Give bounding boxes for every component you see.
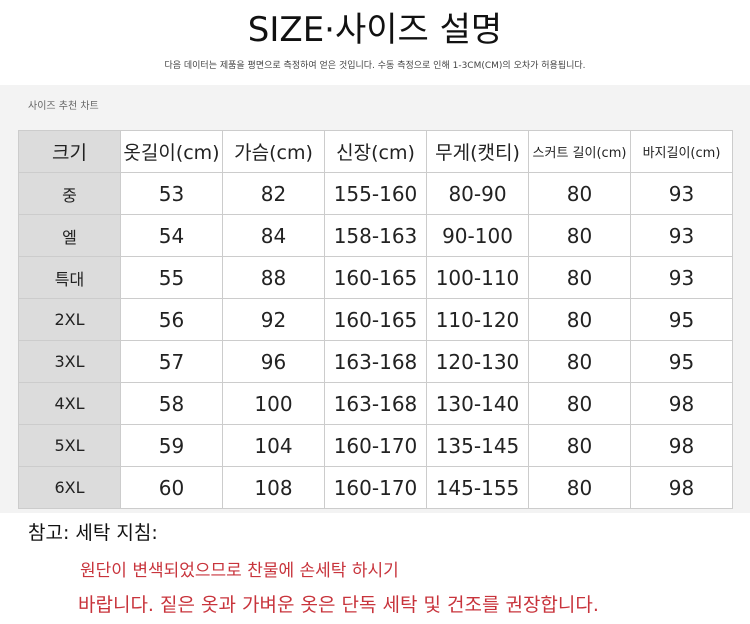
table-cell: 95 xyxy=(630,298,733,341)
table-cell: 108 xyxy=(222,466,325,509)
table-cell: 80 xyxy=(528,340,631,383)
table-row: 5XL 59 104 160-170 135-145 80 98 xyxy=(18,424,733,467)
table-cell: 160-170 xyxy=(324,466,427,509)
table-cell: 92 xyxy=(222,298,325,341)
table-row: 중 53 82 155-160 80-90 80 93 xyxy=(18,172,733,215)
table-cell: 93 xyxy=(630,256,733,299)
table-cell: 104 xyxy=(222,424,325,467)
table-cell: 96 xyxy=(222,340,325,383)
table-cell: 98 xyxy=(630,382,733,425)
table-row: 3XL 57 96 163-168 120-130 80 95 xyxy=(18,340,733,383)
table-cell: 57 xyxy=(120,340,223,383)
table-row: 6XL 60 108 160-170 145-155 80 98 xyxy=(18,466,733,509)
table-cell: 58 xyxy=(120,382,223,425)
table-cell: 93 xyxy=(630,172,733,215)
table-row: 특대 55 88 160-165 100-110 80 93 xyxy=(18,256,733,299)
table-cell: 93 xyxy=(630,214,733,257)
subtitle: 다음 데이터는 제품을 평면으로 측정하여 얻은 것입니다. 수동 측정으로 인… xyxy=(164,61,586,71)
table-cell: 160-165 xyxy=(324,256,427,299)
table-cell: 130-140 xyxy=(426,382,529,425)
table-cell: 80 xyxy=(528,382,631,425)
header-cell: 바지길이(cm) xyxy=(630,130,733,173)
header-cell: 스커트 길이(cm) xyxy=(528,130,631,173)
table-cell: 55 xyxy=(120,256,223,299)
table-row: 2XL 56 92 160-165 110-120 80 95 xyxy=(18,298,733,341)
table-cell: 88 xyxy=(222,256,325,299)
header-cell: 신장(cm) xyxy=(324,130,427,173)
table-cell: 110-120 xyxy=(426,298,529,341)
table-cell: 80-90 xyxy=(426,172,529,215)
table-cell: 2XL xyxy=(18,298,121,341)
table-cell: 중 xyxy=(18,172,121,215)
panel-label: 사이즈 추천 차트 xyxy=(28,101,99,112)
table-cell: 95 xyxy=(630,340,733,383)
table-cell: 100-110 xyxy=(426,256,529,299)
table-cell: 80 xyxy=(528,298,631,341)
table-row: 엘 54 84 158-163 90-100 80 93 xyxy=(18,214,733,257)
table-cell: 160-170 xyxy=(324,424,427,467)
table-cell: 163-168 xyxy=(324,340,427,383)
table-cell: 84 xyxy=(222,214,325,257)
table-cell: 80 xyxy=(528,466,631,509)
note-line-2: 바랍니다. 짙은 옷과 가벼운 옷은 단독 세탁 및 건조를 권장합니다. xyxy=(78,594,599,616)
table-cell: 엘 xyxy=(18,214,121,257)
table-cell: 80 xyxy=(528,214,631,257)
table-cell: 59 xyxy=(120,424,223,467)
size-table: 크기 옷길이(cm) 가슴(cm) 신장(cm) 무게(캣티) 스커트 길이(cm) 바지길… xyxy=(18,130,733,509)
table-cell: 160-165 xyxy=(324,298,427,341)
table-cell: 158-163 xyxy=(324,214,427,257)
table-cell: 155-160 xyxy=(324,172,427,215)
table-cell: 80 xyxy=(528,172,631,215)
note-heading: 참고: 세탁 지침: xyxy=(28,522,158,544)
table-cell: 145-155 xyxy=(426,466,529,509)
table-cell: 6XL xyxy=(18,466,121,509)
header-cell: 무게(캣티) xyxy=(426,130,529,173)
table-row: 4XL 58 100 163-168 130-140 80 98 xyxy=(18,382,733,425)
note-line-1: 원단이 변색되었으므로 찬물에 손세탁 하시기 xyxy=(80,561,399,581)
header-cell: 가슴(cm) xyxy=(222,130,325,173)
table-cell: 5XL xyxy=(18,424,121,467)
table-cell: 53 xyxy=(120,172,223,215)
table-cell: 80 xyxy=(528,424,631,467)
table-cell: 163-168 xyxy=(324,382,427,425)
page-title: SIZE·사이즈 설명 xyxy=(247,10,503,50)
table-cell: 120-130 xyxy=(426,340,529,383)
table-cell: 98 xyxy=(630,424,733,467)
header-cell: 옷길이(cm) xyxy=(120,130,223,173)
header-cell: 크기 xyxy=(18,130,121,173)
table-cell: 100 xyxy=(222,382,325,425)
table-cell: 3XL xyxy=(18,340,121,383)
table-cell: 56 xyxy=(120,298,223,341)
table-cell: 특대 xyxy=(18,256,121,299)
table-cell: 90-100 xyxy=(426,214,529,257)
table-cell: 54 xyxy=(120,214,223,257)
table-cell: 82 xyxy=(222,172,325,215)
table-cell: 4XL xyxy=(18,382,121,425)
table-cell: 80 xyxy=(528,256,631,299)
table-header-row: 크기 옷길이(cm) 가슴(cm) 신장(cm) 무게(캣티) 스커트 길이(cm) 바지길… xyxy=(18,130,733,173)
table-cell: 60 xyxy=(120,466,223,509)
table-cell: 98 xyxy=(630,466,733,509)
table-cell: 135-145 xyxy=(426,424,529,467)
